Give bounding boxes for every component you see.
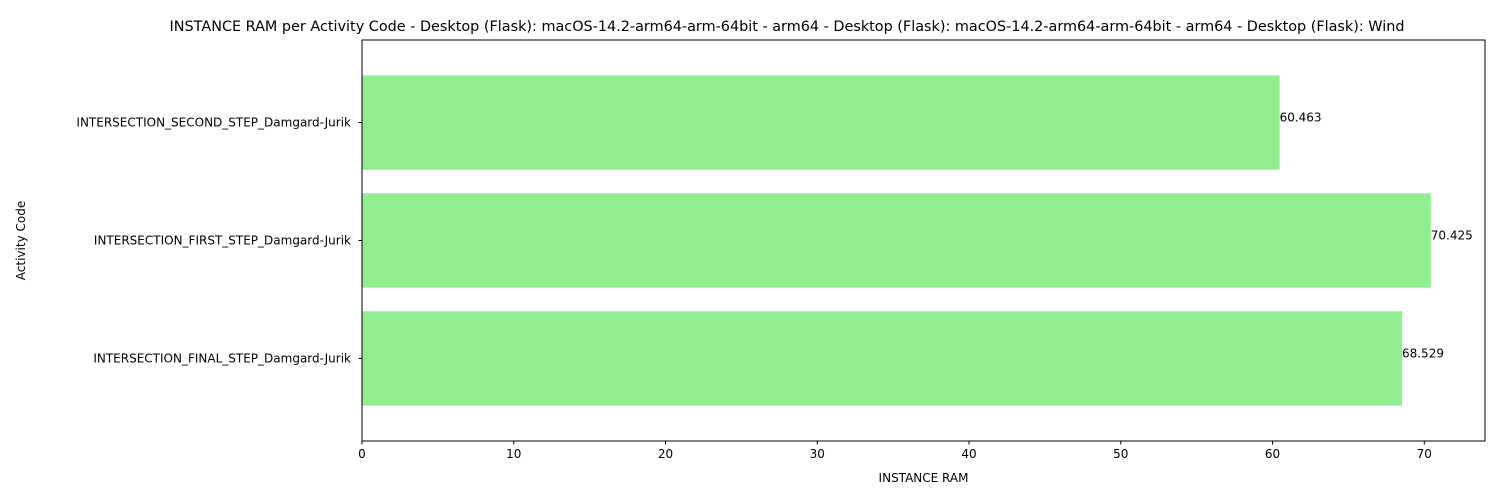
y-ticks: INTERSECTION_SECOND_STEP_Damgard-Jurik IN…	[76, 116, 362, 365]
x-tick-label: 60	[1265, 447, 1280, 461]
x-tick-label: 70	[1417, 447, 1432, 461]
y-tick-label: INTERSECTION_FIRST_STEP_Damgard-Jurik	[94, 234, 351, 248]
x-tick-label: 30	[810, 447, 825, 461]
y-tick-label: INTERSECTION_FINAL_STEP_Damgard-Jurik	[93, 351, 351, 365]
x-axis-label: INSTANCE RAM	[879, 471, 969, 485]
bars-layer	[362, 75, 1431, 406]
y-tick-label: INTERSECTION_SECOND_STEP_Damgard-Jurik	[76, 116, 351, 130]
x-tick-label: 20	[658, 447, 673, 461]
bar-2	[362, 193, 1431, 288]
x-tick-label: 0	[358, 447, 366, 461]
data-labels: 60.463 70.425 68.529	[1280, 111, 1473, 361]
x-tick-label: 40	[961, 447, 976, 461]
chart-title: INSTANCE RAM per Activity Code - Desktop…	[170, 19, 1405, 35]
y-axis-label: Activity Code	[14, 201, 28, 280]
bar-3	[362, 311, 1402, 406]
x-tick-label: 50	[1113, 447, 1128, 461]
data-label-1: 60.463	[1280, 111, 1322, 125]
data-label-3: 68.529	[1402, 346, 1444, 360]
x-ticks: 0 10 20 30 40 50 60 70	[358, 441, 1432, 461]
data-label-2: 70.425	[1431, 229, 1473, 243]
bar-1	[362, 75, 1280, 170]
x-tick-label: 10	[506, 447, 521, 461]
